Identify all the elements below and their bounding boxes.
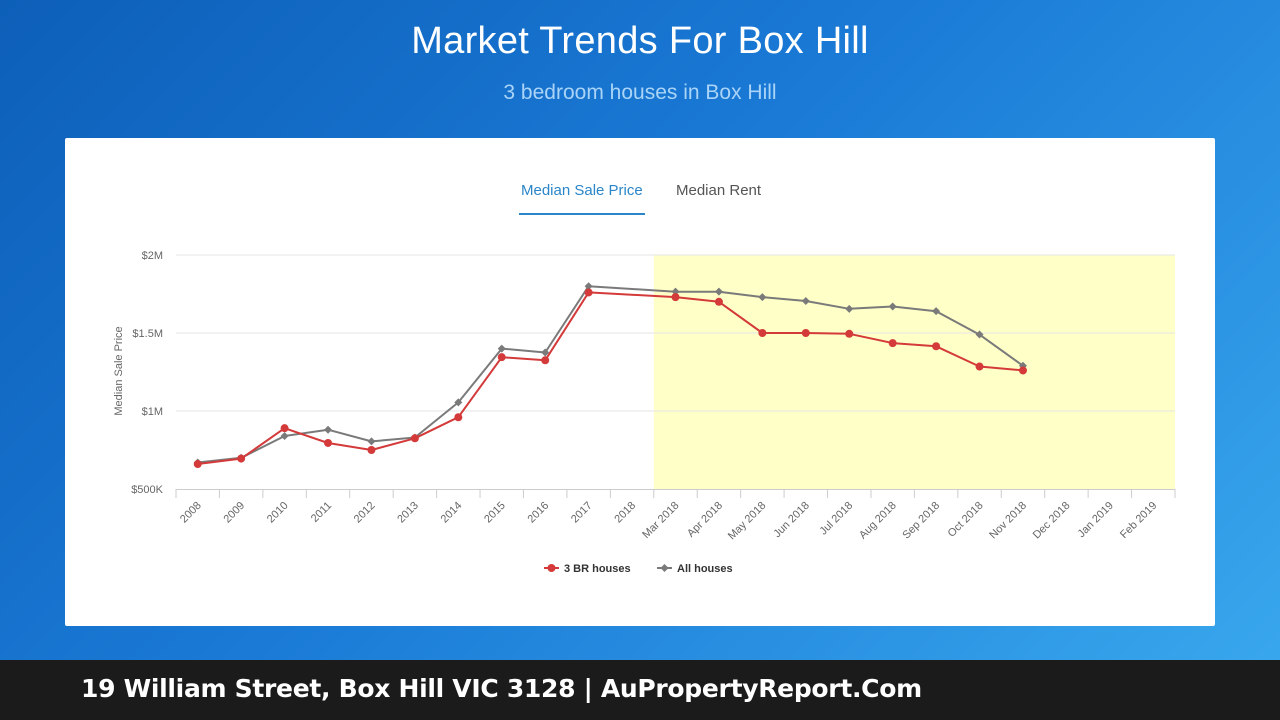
x-tick-label: Jun 2018 [771, 500, 811, 540]
data-point [454, 398, 463, 407]
x-tick-label: 2012 [352, 500, 378, 526]
page-subtitle: 3 bedroom houses in Box Hill [503, 81, 777, 104]
tab-median-sale-price[interactable]: Median Sale Price [519, 182, 645, 215]
x-tick-label: Nov 2018 [987, 500, 1029, 542]
x-tick-label: 2008 [178, 500, 204, 526]
highlight-band [653, 255, 1175, 489]
y-tick-label: $1M [142, 406, 163, 418]
data-point [541, 356, 550, 365]
y-tick-label: $500K [131, 484, 163, 496]
data-point [975, 362, 984, 371]
x-tick-label: May 2018 [726, 500, 769, 543]
legend-marker [547, 564, 556, 572]
data-point [584, 282, 593, 291]
data-point [845, 329, 854, 338]
footer-bar: 19 William Street, Box Hill VIC 3128 | A… [0, 660, 1280, 720]
data-point [237, 454, 246, 463]
legend-item-all: All houses [657, 563, 733, 575]
x-tick-label: Mar 2018 [640, 500, 681, 541]
x-tick-label: 2017 [569, 500, 595, 526]
data-point [367, 437, 376, 446]
data-point [758, 329, 767, 337]
data-point [497, 353, 506, 362]
data-point [541, 348, 550, 357]
y-axis-title: Median Sale Price [113, 326, 125, 415]
x-tick-label: Feb 2019 [1118, 500, 1159, 541]
data-point [671, 293, 680, 302]
y-tick-label: $2M [142, 250, 163, 262]
tab-median-rent[interactable]: Median Rent [676, 182, 762, 199]
data-point [280, 431, 289, 440]
data-point [367, 446, 376, 454]
x-tick-label: 2018 [612, 500, 638, 526]
legend-label: 3 BR houses [564, 563, 631, 575]
x-tick-label: Sep 2018 [900, 500, 942, 542]
x-tick-label: 2014 [439, 500, 465, 526]
x-tick-label: 2016 [526, 500, 552, 526]
tab-bar: Median Sale Price Median Rent [65, 182, 1215, 218]
x-tick-label: 2011 [309, 500, 334, 525]
x-tick-label: 2010 [265, 500, 291, 526]
line-chart: $500K $1M $1.5M $2M 2008 2009 2010 2011 2012 2013… [113, 250, 1176, 575]
x-tick-label: Aug 2018 [857, 500, 899, 542]
data-point [1018, 366, 1027, 375]
data-point [801, 329, 810, 337]
data-point [845, 304, 854, 313]
data-point [454, 413, 463, 422]
legend-item-3br: 3 BR houses [544, 563, 631, 575]
data-point [324, 425, 333, 434]
x-tick-label: Apr 2018 [685, 500, 725, 540]
data-point [932, 307, 941, 316]
data-point [932, 342, 941, 351]
data-point [888, 339, 897, 348]
y-tick-label: $1.5M [132, 328, 163, 340]
data-point [497, 344, 506, 353]
legend-label: All houses [677, 563, 733, 575]
x-tick-label: 2009 [221, 500, 247, 526]
data-point [410, 434, 419, 443]
data-point [280, 424, 289, 433]
data-point [193, 460, 202, 469]
x-tick-label: 2013 [395, 500, 421, 526]
data-point [975, 330, 984, 339]
x-tick-label: 2015 [482, 500, 508, 526]
data-point [324, 438, 333, 447]
data-point [758, 293, 767, 302]
page-title: Market Trends For Box Hill [411, 20, 869, 62]
data-point [584, 288, 593, 297]
footer-address: 19 William Street, Box Hill VIC 3128 | A… [81, 674, 922, 703]
legend-marker [660, 564, 669, 572]
data-point [888, 302, 897, 311]
x-tick-label: Dec 2018 [1031, 500, 1073, 542]
data-point [1018, 361, 1027, 370]
x-tick-label: Jan 2019 [1075, 500, 1115, 540]
data-point [801, 297, 810, 306]
x-tick-label: Oct 2018 [946, 500, 986, 540]
chart-card: Median Sale Price Median Rent $500K $1M $1… [65, 138, 1215, 626]
x-tick-label: Jul 2018 [817, 500, 855, 538]
data-point [714, 287, 723, 296]
data-point [714, 297, 723, 306]
